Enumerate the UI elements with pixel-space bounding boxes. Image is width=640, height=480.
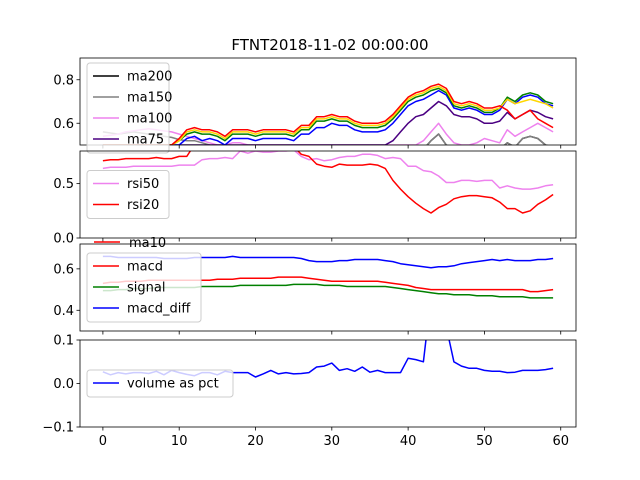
panel-4: −0.1 0.0 0.1 volume as pct <box>42 334 577 436</box>
legend-label: signal <box>127 281 165 296</box>
legend-label: ma10 <box>129 236 166 251</box>
panels: 0.6 0.8 ma200 ma150 ma100 ma75 0.0 0.5 rsi50 rsi2… <box>42 57 577 436</box>
legend-extra: ma10 <box>94 236 166 251</box>
legend: volume as pct <box>86 369 234 398</box>
series-line-ma150 <box>102 131 549 145</box>
legend-label: ma150 <box>127 91 172 106</box>
legend: ma200 ma150 ma100 ma75 <box>86 62 172 154</box>
legend-label: ma75 <box>127 133 164 148</box>
panel-3: 0.4 0.6 macd signal macd_diff <box>53 243 577 335</box>
chart-title: FTNT2018-11-02 00:00:00 <box>231 36 428 54</box>
legend-label: volume as pct <box>127 377 219 392</box>
legend-box <box>86 170 170 219</box>
panel-series <box>102 151 554 214</box>
y-tick-label: 0.1 <box>53 334 74 349</box>
series-line-unnamed-6 <box>102 85 554 145</box>
legend-label: macd_diff <box>127 302 191 317</box>
legend-label: ma200 <box>127 70 172 85</box>
legend-box <box>86 369 234 398</box>
y-tick-label: 0.0 <box>53 232 74 247</box>
y-tick-label: 0.6 <box>53 262 74 277</box>
x-tick-label: 50 <box>476 434 493 449</box>
x-tick-label: 0 <box>99 434 107 449</box>
series-line-rsi20 <box>102 151 554 214</box>
legend-label: macd <box>127 260 163 275</box>
x-tick-label: 40 <box>400 434 417 449</box>
panel-2: 0.0 0.5 rsi50 rsi20 <box>53 150 577 247</box>
panel-frame <box>79 57 577 146</box>
series-line-rsi50 <box>102 151 554 190</box>
panel-frame <box>79 150 577 239</box>
panel-frame <box>79 243 577 332</box>
series-line-ma100 <box>102 122 554 145</box>
legend: rsi50 rsi20 <box>86 170 170 219</box>
series-line-unnamed-7 <box>102 83 554 145</box>
legend-label: ma100 <box>127 112 172 127</box>
x-tick-label: 60 <box>552 434 569 449</box>
x-tick-label: 10 <box>171 434 188 449</box>
y-tick-label: 0.5 <box>53 177 74 192</box>
x-axis: ma10 0 10 20 30 40 50 60 <box>94 236 569 449</box>
y-tick-label: 0.4 <box>53 304 74 319</box>
legend-box <box>86 252 202 323</box>
panel-series <box>102 83 554 145</box>
legend-label: rsi20 <box>127 198 159 213</box>
legend-box <box>86 62 170 154</box>
series-line-ma75 <box>102 100 554 145</box>
x-tick-label: 30 <box>324 434 341 449</box>
y-tick-label: 0.8 <box>53 73 74 88</box>
y-tick-label: 0.0 <box>53 377 74 392</box>
x-tick-label: 20 <box>247 434 264 449</box>
y-tick-label: 0.6 <box>53 117 74 132</box>
panel-1: 0.6 0.8 ma200 ma150 ma100 ma75 <box>53 57 577 154</box>
legend: macd signal macd_diff <box>86 252 202 323</box>
series-line-unnamed-4 <box>102 89 554 145</box>
legend-label: rsi50 <box>127 177 159 192</box>
y-tick-label: −0.1 <box>42 421 74 436</box>
